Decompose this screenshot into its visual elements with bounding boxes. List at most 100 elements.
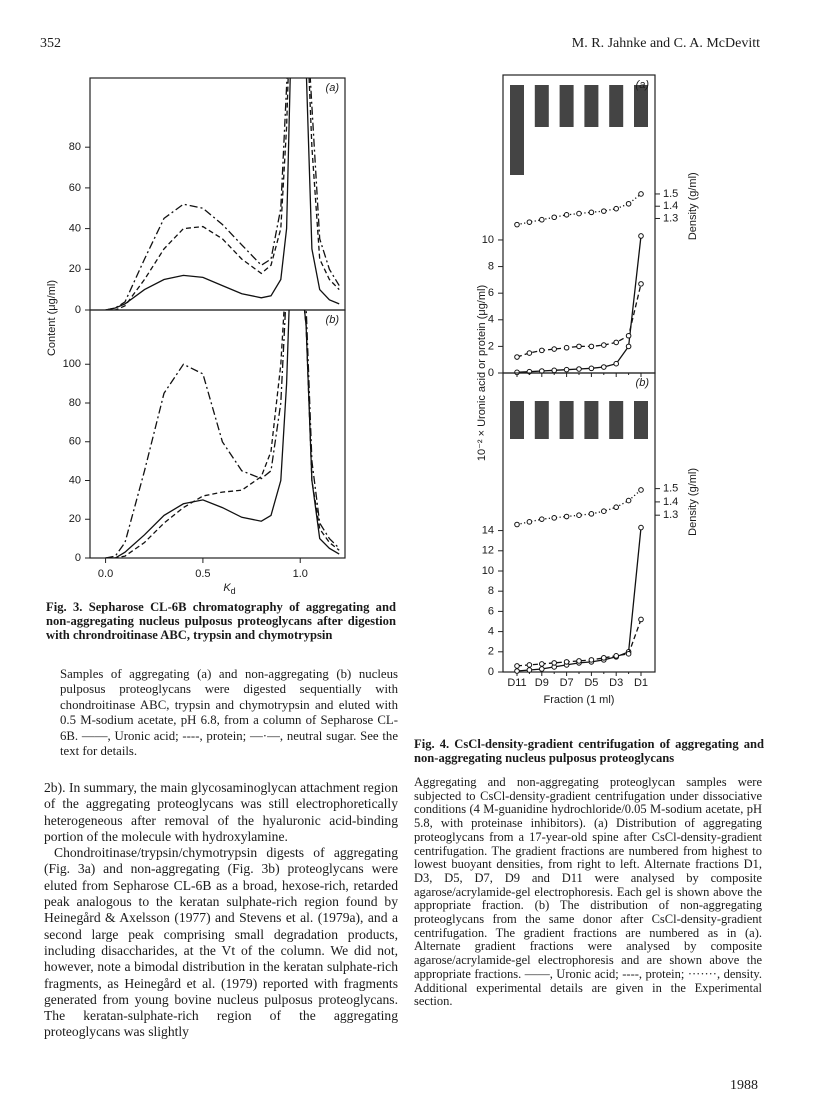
y-tick-label: 12 xyxy=(482,545,494,557)
data-point xyxy=(539,216,545,223)
x-axis-label-sub: d xyxy=(231,586,236,596)
data-point xyxy=(588,657,595,663)
data-point xyxy=(514,354,520,360)
data-point xyxy=(563,513,570,520)
y-tick-label: 0 xyxy=(75,304,81,316)
y2-tick-label: 1.4 xyxy=(663,200,678,212)
gel-band xyxy=(634,85,648,127)
x-tick-label: D9 xyxy=(535,677,549,689)
data-point xyxy=(563,344,570,351)
x-axis-label: Fraction (1 ml) xyxy=(544,694,615,706)
data-point xyxy=(514,521,520,528)
gel-band xyxy=(559,85,574,127)
y-axis-label: Content (μg/ml) xyxy=(46,280,58,356)
data-point xyxy=(526,350,533,356)
panel-label: (b) xyxy=(636,377,650,389)
panel-label: (b) xyxy=(326,314,340,326)
data-point xyxy=(539,516,545,522)
data-point xyxy=(563,366,570,373)
figure-3-legend: Samples of aggregating (a) and non-aggre… xyxy=(60,667,398,759)
data-point xyxy=(539,666,545,672)
gel-band xyxy=(510,85,524,175)
x-tick-label: 0.0 xyxy=(98,568,113,580)
gel-band xyxy=(634,401,648,439)
x-tick-label: D11 xyxy=(507,677,526,689)
y-tick-label: 6 xyxy=(488,287,494,299)
y2-tick-label: 1.3 xyxy=(663,212,678,224)
data-point xyxy=(588,511,595,517)
y-tick-label: 4 xyxy=(488,314,494,326)
series-line xyxy=(516,527,642,672)
data-point xyxy=(526,662,533,668)
plot-frame xyxy=(89,77,346,311)
data-point xyxy=(576,658,582,664)
y-tick-label: 14 xyxy=(482,524,494,536)
data-point xyxy=(638,487,644,493)
data-point xyxy=(601,508,607,515)
data-point xyxy=(625,200,632,207)
paragraph: Chondroitinase/trypsin/chymotrypsin dige… xyxy=(44,845,398,1040)
figure-4-caption: Fig. 4. CsCl-density-gradient centrifuga… xyxy=(414,737,764,766)
y-tick-label: 20 xyxy=(69,263,81,275)
data-point xyxy=(601,342,607,348)
series-line xyxy=(516,193,642,226)
x-axis-label-main: K xyxy=(223,582,231,594)
data-point xyxy=(613,653,620,659)
y-tick-label: 60 xyxy=(69,182,81,194)
data-point xyxy=(625,651,632,657)
series-line xyxy=(516,489,642,526)
data-point xyxy=(613,339,620,346)
data-point xyxy=(551,660,558,666)
data-point xyxy=(638,616,644,623)
x-axis-label-main: Fraction (1 ml) xyxy=(544,694,615,706)
data-point xyxy=(638,233,644,239)
x-tick-label: D5 xyxy=(584,677,598,689)
gel-band xyxy=(584,85,599,127)
data-point xyxy=(588,365,595,372)
data-point xyxy=(563,659,570,665)
y-tick-label: 40 xyxy=(69,223,81,235)
data-point xyxy=(551,367,558,374)
y-tick-label: 2 xyxy=(488,340,494,352)
panel-label: (a) xyxy=(326,82,340,94)
body-text-left: 2b). In summary, the main glycosaminogly… xyxy=(44,780,398,1041)
data-point xyxy=(576,366,582,372)
data-point xyxy=(625,343,632,350)
y-tick-label: 6 xyxy=(488,605,494,617)
figure-3-caption: Fig. 3. Sepharose CL-6B chromatography o… xyxy=(46,600,396,643)
data-point xyxy=(576,512,582,518)
data-point xyxy=(588,209,595,216)
y2-tick-label: 1.5 xyxy=(663,483,678,495)
data-point xyxy=(613,504,620,511)
y-tick-label: 2 xyxy=(488,646,494,658)
data-point xyxy=(576,210,582,217)
y2-tick-label: 1.4 xyxy=(663,496,678,508)
data-point xyxy=(539,661,545,667)
data-point xyxy=(551,515,558,521)
plot-frame xyxy=(502,74,656,374)
data-point xyxy=(576,343,582,350)
gel-band xyxy=(609,85,624,127)
gel-band xyxy=(534,85,549,127)
data-point xyxy=(539,347,545,354)
y-tick-label: 4 xyxy=(488,626,494,638)
x-tick-label: D3 xyxy=(609,677,623,689)
series-line xyxy=(516,619,642,667)
x-tick-label: 0.5 xyxy=(195,568,210,580)
y2-tick-label: 1.5 xyxy=(663,188,678,200)
gel-band xyxy=(584,401,599,439)
gel-band xyxy=(609,401,624,439)
data-point xyxy=(601,655,607,661)
data-point xyxy=(514,663,520,669)
y-tick-label: 80 xyxy=(69,141,81,153)
plot-frame xyxy=(502,372,656,673)
data-point xyxy=(526,219,533,225)
gel-band xyxy=(534,401,549,439)
y2-axis-label: Density (g/ml) xyxy=(687,468,699,536)
x-tick-label: D1 xyxy=(634,677,648,689)
series-line xyxy=(105,310,340,558)
y-tick-label: 20 xyxy=(69,513,81,525)
running-head: M. R. Jahnke and C. A. McDevitt xyxy=(571,36,760,51)
